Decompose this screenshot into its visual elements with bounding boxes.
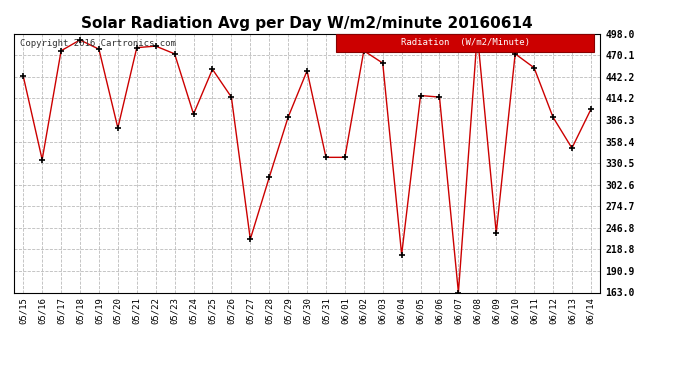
Text: Radiation  (W/m2/Minute): Radiation (W/m2/Minute) [401, 38, 530, 47]
Text: Copyright 2016 Cartronics.com: Copyright 2016 Cartronics.com [19, 39, 175, 48]
FancyBboxPatch shape [337, 34, 594, 52]
Title: Solar Radiation Avg per Day W/m2/minute 20160614: Solar Radiation Avg per Day W/m2/minute … [81, 16, 533, 31]
